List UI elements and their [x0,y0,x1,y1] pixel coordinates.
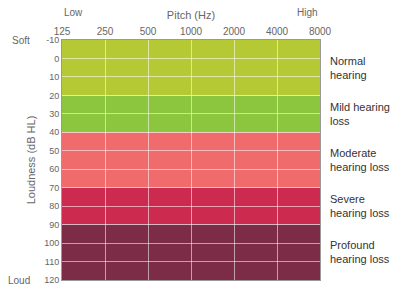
svg-text:500: 500 [140,26,157,37]
svg-text:Low: Low [64,7,83,18]
svg-text:Loudness (dB HL): Loudness (dB HL) [25,116,37,205]
svg-text:60: 60 [49,164,59,174]
svg-text:90: 90 [49,220,59,230]
svg-text:120: 120 [44,275,59,285]
svg-text:110: 110 [45,257,59,267]
svg-text:125: 125 [54,26,71,37]
svg-text:1000: 1000 [180,26,203,37]
svg-text:Severehearing loss: Severehearing loss [330,193,390,219]
svg-text:Normalhearing: Normalhearing [330,55,367,81]
svg-text:-10: -10 [46,35,59,45]
svg-text:4000: 4000 [266,26,289,37]
svg-text:0: 0 [54,54,59,64]
svg-text:80: 80 [49,201,59,211]
svg-text:30: 30 [49,109,59,119]
svg-text:8000: 8000 [309,26,332,37]
svg-text:250: 250 [97,26,114,37]
svg-text:2000: 2000 [223,26,246,37]
svg-text:100: 100 [44,238,59,248]
svg-text:Mild hearingloss: Mild hearingloss [330,101,390,127]
svg-text:10: 10 [49,72,59,82]
svg-text:Profoundhearing loss: Profoundhearing loss [330,239,390,265]
svg-text:20: 20 [49,91,59,101]
svg-text:70: 70 [49,183,59,193]
svg-text:Loud: Loud [8,275,30,286]
svg-text:Pitch (Hz): Pitch (Hz) [167,9,215,21]
svg-text:Soft: Soft [12,35,30,46]
svg-text:High: High [297,7,318,18]
svg-text:40: 40 [49,127,59,137]
svg-text:50: 50 [49,146,59,156]
svg-text:Moderatehearing loss: Moderatehearing loss [330,147,390,173]
